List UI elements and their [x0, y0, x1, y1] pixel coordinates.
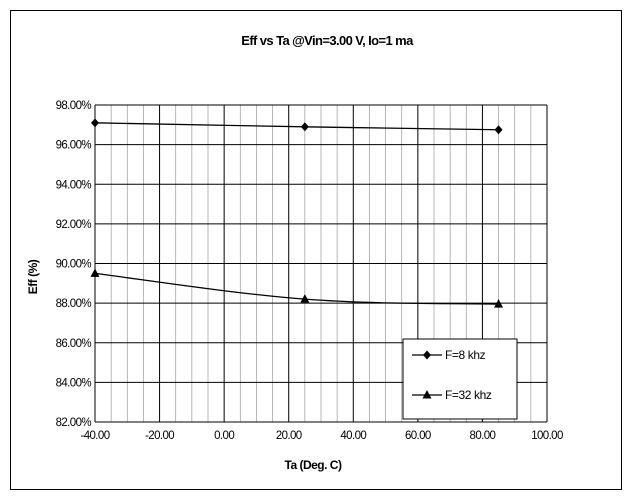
legend-label-1: F=8 khz: [445, 348, 486, 362]
chart-title: Eff vs Ta @Vin=3.00 V, Io=1 ma: [241, 33, 414, 48]
series-1-point: [495, 125, 503, 134]
x-tick-label: 100.00: [531, 430, 563, 442]
y-tick-label: 96.00%: [56, 140, 92, 152]
x-tick-labels: -40.00 -20.00 0.00 20.00 40.00 60.00 80.00 100.…: [80, 430, 562, 442]
x-tick-label: -40.00: [80, 430, 109, 442]
series-1-point: [91, 118, 99, 127]
y-tick-label: 90.00%: [56, 259, 92, 271]
y-tick-label: 84.00%: [56, 377, 92, 389]
x-axis-title: Ta (Deg. C): [285, 458, 342, 472]
chart-svg: Eff vs Ta @Vin=3.00 V, Io=1 ma 98.00% 96.…: [11, 11, 623, 491]
y-tick-labels: 98.00% 96.00% 94.00% 92.00% 90.00% 88.00% 86.0…: [56, 100, 92, 429]
x-tick-label: 40.00: [340, 430, 366, 442]
y-tick-label: 86.00%: [56, 338, 92, 350]
x-tick-label: 80.00: [470, 430, 496, 442]
x-tick-label: 0.00: [214, 430, 234, 442]
series-layer: [91, 118, 504, 307]
legend: F=8 khz F=32 khz: [403, 339, 517, 419]
y-tick-label: 92.00%: [56, 219, 92, 231]
x-tick-label: 20.00: [276, 430, 302, 442]
x-tick-label: -20.00: [145, 430, 174, 442]
series-line-1: [95, 123, 499, 130]
y-tick-label: 82.00%: [56, 417, 92, 429]
series-line-2: [95, 273, 499, 304]
y-tick-label: 98.00%: [56, 100, 92, 112]
legend-label-2: F=32 khz: [445, 388, 492, 402]
x-tick-label: 60.00: [405, 430, 431, 442]
series-2-point: [91, 268, 100, 277]
chart-frame: Eff vs Ta @Vin=3.00 V, Io=1 ma 98.00% 96.…: [10, 10, 622, 490]
y-axis-title: Eff (%): [26, 259, 40, 294]
series-1-point: [301, 122, 309, 131]
y-tick-label: 88.00%: [56, 298, 92, 310]
y-tick-label: 94.00%: [56, 179, 92, 191]
